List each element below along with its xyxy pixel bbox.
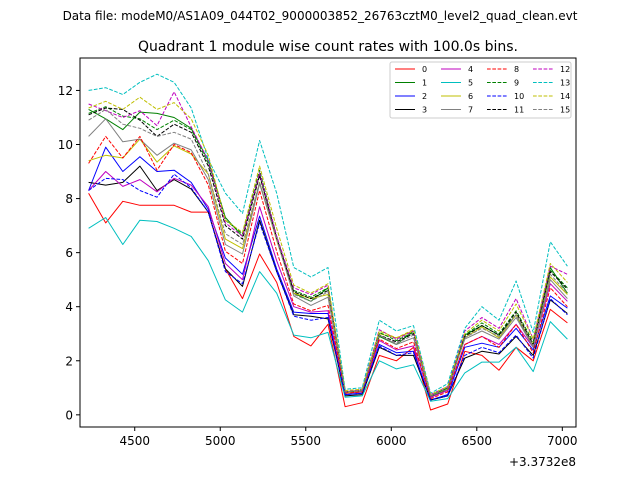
legend-box (389, 61, 572, 119)
y-tick-label-4: 4 (65, 300, 73, 314)
legend-label-10: 10 (514, 92, 524, 101)
plot-frame (79, 57, 577, 428)
x-tick-label-5000: 5000 (205, 434, 236, 448)
series-line-0 (88, 192, 568, 411)
series-line-2 (88, 146, 568, 401)
legend-label-14: 14 (560, 92, 570, 101)
series-line-5 (88, 217, 568, 402)
chart-title: Quadrant 1 module wise count rates with … (138, 39, 518, 55)
series-layer (88, 73, 568, 411)
y-tick-label-6: 6 (65, 246, 73, 260)
legend-label-0: 0 (422, 65, 427, 74)
x-offset-label: +3.3732e8 (509, 455, 576, 469)
series-line-11 (88, 107, 568, 397)
y-tick-label-0: 0 (65, 408, 73, 422)
y-tick-label-8: 8 (65, 192, 73, 206)
legend-label-1: 1 (422, 79, 427, 88)
series-line-4 (88, 171, 568, 398)
series-line-10 (88, 173, 568, 401)
x-axis: 4500 5000 5500 6000 6500 7000 (119, 427, 578, 448)
legend-label-15: 15 (560, 106, 570, 115)
x-tick-label-7000: 7000 (547, 434, 578, 448)
legend-label-8: 8 (514, 65, 519, 74)
legend-label-6: 6 (468, 92, 473, 101)
legend-label-3: 3 (422, 106, 427, 115)
series-line-15 (88, 108, 568, 397)
legend-label-2: 2 (422, 92, 427, 101)
data-file-suptitle: Data file: modeM0/AS1A09_044T02_90000038… (63, 9, 578, 23)
legend-label-9: 9 (514, 79, 519, 88)
y-axis: 0 2 4 6 8 10 12 (58, 84, 80, 422)
legend-label-4: 4 (468, 65, 473, 74)
series-line-7 (88, 118, 568, 397)
legend-label-5: 5 (468, 79, 473, 88)
x-tick-label-5500: 5500 (290, 434, 321, 448)
series-line-14 (88, 96, 568, 396)
x-tick-label-4500: 4500 (119, 434, 150, 448)
series-line-8 (88, 135, 568, 400)
series-line-13 (88, 73, 568, 394)
legend-label-13: 13 (560, 79, 570, 88)
y-tick-label-12: 12 (58, 84, 73, 98)
y-tick-label-2: 2 (65, 354, 73, 368)
x-tick-label-6000: 6000 (376, 434, 407, 448)
y-tick-label-10: 10 (58, 138, 73, 152)
x-tick-label-6500: 6500 (462, 434, 493, 448)
legend-label-12: 12 (560, 65, 570, 74)
legend-label-7: 7 (468, 106, 473, 115)
legend-label-11: 11 (514, 106, 524, 115)
series-line-12 (88, 91, 568, 396)
